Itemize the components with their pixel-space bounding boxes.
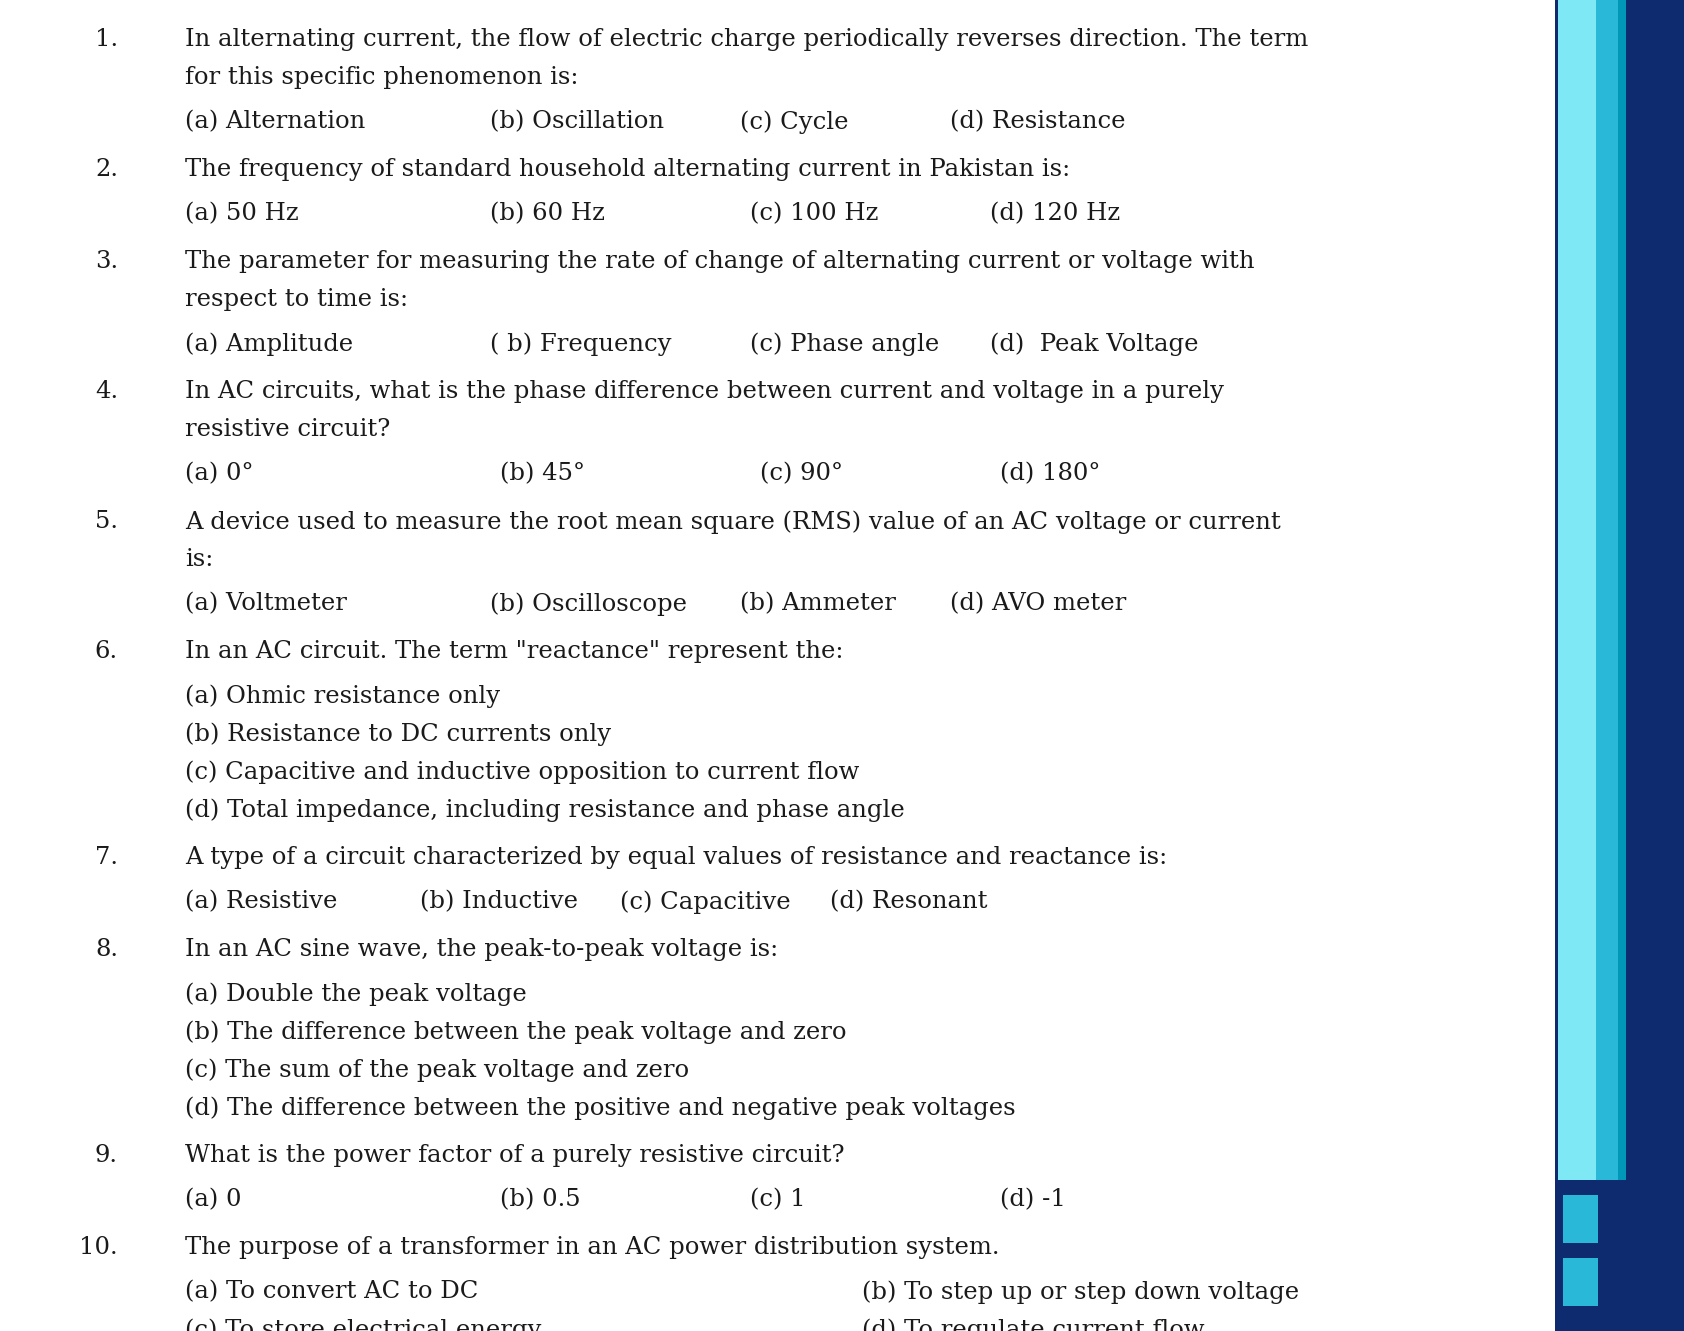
Text: 4.: 4. [94, 379, 118, 403]
Text: The purpose of a transformer in an AC power distribution system.: The purpose of a transformer in an AC po… [185, 1236, 1000, 1259]
Text: In an AC circuit. The term "reactance" represent the:: In an AC circuit. The term "reactance" r… [185, 640, 844, 663]
Text: (b) Ammeter: (b) Ammeter [739, 592, 896, 615]
Text: (d) -1: (d) -1 [1000, 1189, 1066, 1211]
Text: In AC circuits, what is the phase difference between current and voltage in a pu: In AC circuits, what is the phase differ… [185, 379, 1224, 403]
Text: (d) To regulate current flow: (d) To regulate current flow [862, 1318, 1206, 1331]
Text: (c) Phase angle: (c) Phase angle [749, 331, 940, 355]
Text: for this specific phenomenon is:: for this specific phenomenon is: [185, 67, 579, 89]
Text: resistive circuit?: resistive circuit? [185, 418, 391, 441]
Text: (b) Inductive: (b) Inductive [419, 890, 578, 913]
Text: (b) Oscillation: (b) Oscillation [490, 110, 663, 133]
Text: (c) 90°: (c) 90° [759, 462, 844, 484]
Bar [1596, 0, 1618, 1181]
Text: (d) 120 Hz: (d) 120 Hz [990, 202, 1120, 225]
Text: (c) 100 Hz: (c) 100 Hz [749, 202, 879, 225]
Bar [1618, 0, 1627, 1181]
Text: The parameter for measuring the rate of change of alternating current or voltage: The parameter for measuring the rate of … [185, 250, 1255, 273]
Text: is:: is: [185, 548, 214, 571]
Text: (d) Resonant: (d) Resonant [830, 890, 987, 913]
Text: 7.: 7. [94, 847, 118, 869]
Text: In alternating current, the flow of electric charge periodically reverses direct: In alternating current, the flow of elec… [185, 28, 1308, 51]
Text: (b) The difference between the peak voltage and zero: (b) The difference between the peak volt… [185, 1020, 847, 1044]
Text: (b) 45°: (b) 45° [500, 462, 584, 484]
Text: (c) 1: (c) 1 [749, 1189, 805, 1211]
Text: (d) Total impedance, including resistance and phase angle: (d) Total impedance, including resistanc… [185, 799, 904, 821]
Text: (a) Voltmeter: (a) Voltmeter [185, 592, 347, 615]
Text: (b) 60 Hz: (b) 60 Hz [490, 202, 605, 225]
Text: ( b) Frequency: ( b) Frequency [490, 331, 672, 355]
Text: (c) The sum of the peak voltage and zero: (c) The sum of the peak voltage and zero [185, 1058, 689, 1082]
Text: 2.: 2. [94, 158, 118, 181]
Text: respect to time is:: respect to time is: [185, 287, 408, 311]
Text: (b) Oscilloscope: (b) Oscilloscope [490, 592, 687, 615]
Text: (c) Cycle: (c) Cycle [739, 110, 849, 133]
Bar [1558, 0, 1596, 1181]
Text: A device used to measure the root mean square (RMS) value of an AC voltage or cu: A device used to measure the root mean s… [185, 510, 1282, 534]
Text: (a) To convert AC to DC: (a) To convert AC to DC [185, 1280, 478, 1303]
Text: (b) 0.5: (b) 0.5 [500, 1189, 581, 1211]
Text: What is the power factor of a purely resistive circuit?: What is the power factor of a purely res… [185, 1145, 844, 1167]
Text: 10.: 10. [79, 1236, 118, 1259]
Text: 1.: 1. [94, 28, 118, 51]
Text: (b) Resistance to DC currents only: (b) Resistance to DC currents only [185, 721, 611, 745]
Text: (c) Capacitive and inductive opposition to current flow: (c) Capacitive and inductive opposition … [185, 760, 859, 784]
Text: 3.: 3. [94, 250, 118, 273]
Text: (d)  Peak Voltage: (d) Peak Voltage [990, 331, 1199, 355]
Text: (b) To step up or step down voltage: (b) To step up or step down voltage [862, 1280, 1300, 1303]
Text: (a) Double the peak voltage: (a) Double the peak voltage [185, 982, 527, 1005]
Text: 8.: 8. [94, 938, 118, 961]
Text: (a) 0: (a) 0 [185, 1189, 241, 1211]
Text: (a) Ohmic resistance only: (a) Ohmic resistance only [185, 684, 500, 708]
Text: (d) Resistance: (d) Resistance [950, 110, 1125, 133]
Text: 9.: 9. [94, 1145, 118, 1167]
Text: (d) AVO meter: (d) AVO meter [950, 592, 1127, 615]
Text: A type of a circuit characterized by equal values of resistance and reactance is: A type of a circuit characterized by equ… [185, 847, 1167, 869]
Text: The frequency of standard household alternating current in Pakistan is:: The frequency of standard household alte… [185, 158, 1071, 181]
Text: (a) 50 Hz: (a) 50 Hz [185, 202, 298, 225]
Text: (d) The difference between the positive and negative peak voltages: (d) The difference between the positive … [185, 1095, 1015, 1119]
Text: (a) Resistive: (a) Resistive [185, 890, 337, 913]
Text: 6.: 6. [94, 640, 118, 663]
Text: (c) Capacitive: (c) Capacitive [620, 890, 790, 913]
Text: In an AC sine wave, the peak-to-peak voltage is:: In an AC sine wave, the peak-to-peak vol… [185, 938, 778, 961]
Bar [1554, 0, 1684, 1331]
Text: 5.: 5. [94, 510, 118, 532]
Text: (a) Alternation: (a) Alternation [185, 110, 365, 133]
Bar [1563, 1195, 1598, 1243]
Bar [1563, 1258, 1598, 1306]
Text: (d) 180°: (d) 180° [1000, 462, 1100, 484]
Text: (a) 0°: (a) 0° [185, 462, 254, 484]
Text: (c) To store electrical energy: (c) To store electrical energy [185, 1318, 541, 1331]
Text: (a) Amplitude: (a) Amplitude [185, 331, 354, 355]
